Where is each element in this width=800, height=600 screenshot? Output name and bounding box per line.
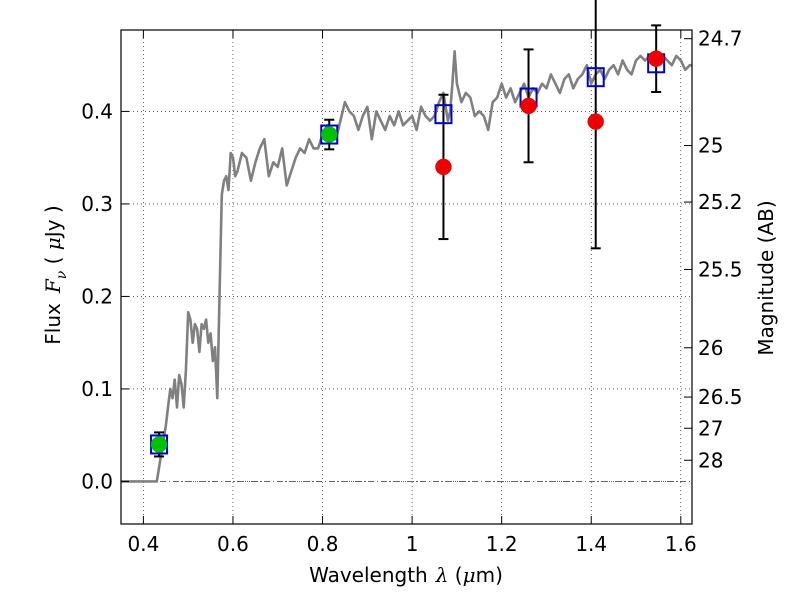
x-axis-unit-rest: m) xyxy=(476,563,503,587)
x-axis-title-text: Wavelength xyxy=(309,563,428,587)
y2-axis-title: Magnitude (AB) xyxy=(754,200,778,355)
axis-ticks: 0.4 0.6 0.8 1 1.2 1.4 1.6 0.0 0.1 0.2 0.3 0.4 24.7 25… xyxy=(81,27,742,556)
y2-tick-label: 27 xyxy=(698,416,723,440)
x-tick-label: 0.6 xyxy=(217,532,249,556)
optical-point xyxy=(320,126,338,143)
y2-tick-label: 25 xyxy=(698,134,723,158)
x-tick-label: 0.8 xyxy=(307,532,339,556)
plot-frame xyxy=(120,29,693,525)
y2-tick-label: 24.7 xyxy=(698,27,743,51)
spectrum-layer xyxy=(121,50,692,483)
x-tick-label: 0.4 xyxy=(127,532,159,556)
y2-tick-label: 26 xyxy=(698,336,723,360)
x-tick-label: 1 xyxy=(406,532,419,556)
nir-point xyxy=(520,97,537,115)
y-tick-label: 0.0 xyxy=(81,469,113,493)
y2-tick-label: 25.5 xyxy=(698,258,743,282)
y-axis-title: Flux Fν ( μJy ) xyxy=(41,205,70,344)
y-tick-label: 0.2 xyxy=(81,284,113,308)
x-tick-label: 1.2 xyxy=(486,532,518,556)
y-axis-unit-rest: Jy ) xyxy=(41,205,65,239)
y-axis-title-subscript: ν xyxy=(54,270,70,279)
x-tick-label: 1.4 xyxy=(575,532,607,556)
y2-tick-label: 26.5 xyxy=(698,385,743,409)
nir-point xyxy=(587,113,604,130)
nir-point xyxy=(435,158,452,176)
optical-point xyxy=(150,436,168,453)
model-photometry-square xyxy=(586,67,605,88)
x-axis-title: Wavelength λ (μm) xyxy=(309,563,503,587)
y-tick-label: 0.3 xyxy=(81,192,113,216)
y-axis-unit-mu: μ xyxy=(41,237,65,250)
y2-tick-label: 25.2 xyxy=(698,190,743,214)
y-axis-title-symbol: F xyxy=(41,278,65,294)
x-axis-unit-mu: μ xyxy=(463,563,476,587)
grid xyxy=(121,30,692,524)
model-spectrum-line xyxy=(121,50,692,483)
y-axis-title-text: Flux xyxy=(41,303,65,345)
nir-point xyxy=(647,50,665,67)
y-tick-label: 0.4 xyxy=(81,99,113,123)
x-axis-title-symbol: λ xyxy=(435,563,449,587)
y-axis-unit-open: ( xyxy=(41,250,65,271)
plot-border xyxy=(120,29,693,525)
x-tick-label: 1.6 xyxy=(665,532,697,556)
model-photometry-square xyxy=(434,104,453,125)
data-points xyxy=(150,50,666,455)
y2-tick-label: 28 xyxy=(698,448,723,472)
x-axis-unit-open: ( xyxy=(448,563,462,587)
y-tick-label: 0.1 xyxy=(81,377,113,401)
